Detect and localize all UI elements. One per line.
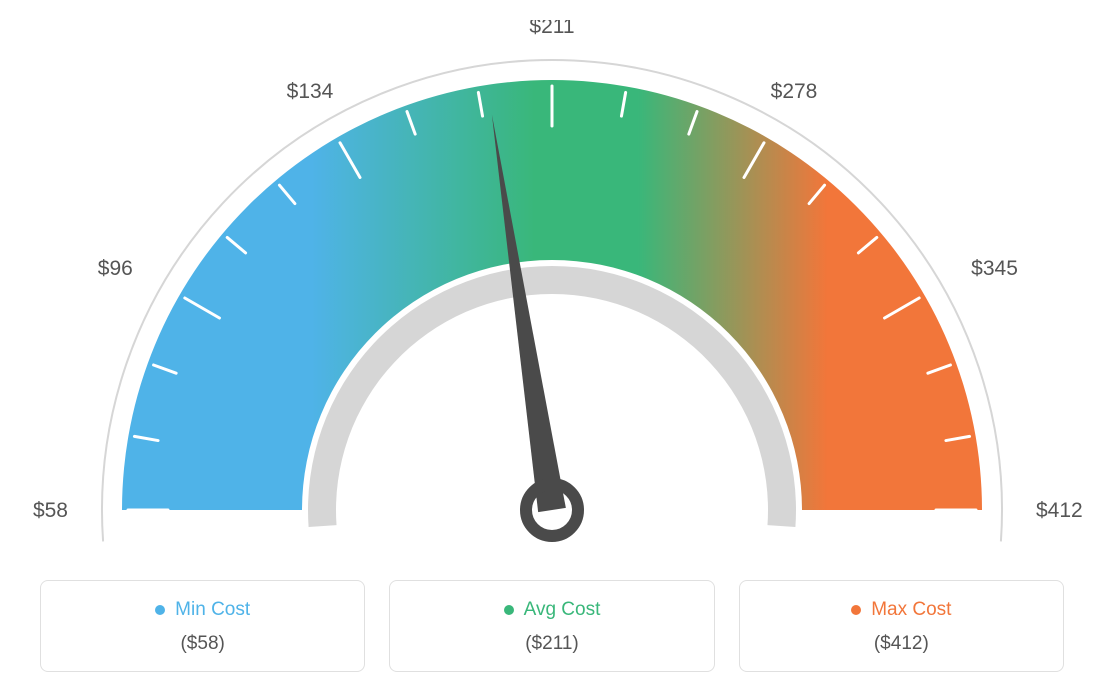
legend-title-avg: Avg Cost — [504, 599, 601, 621]
legend-value: ($58) — [53, 633, 352, 655]
legend-title-min: Min Cost — [155, 599, 250, 621]
legend-label: Avg Cost — [524, 599, 601, 621]
gauge-tick-label: $278 — [771, 80, 818, 103]
gauge-tick-label: $345 — [971, 257, 1018, 280]
legend-card-max: Max Cost ($412) — [739, 580, 1064, 672]
legend-card-avg: Avg Cost ($211) — [389, 580, 714, 672]
cost-gauge: $58 $96 $134 $211 $278 $345 $412 — [20, 20, 1084, 560]
gauge-svg: $58 $96 $134 $211 $278 $345 $412 — [20, 20, 1084, 560]
legend-value: ($211) — [402, 633, 701, 655]
gauge-tick-label: $211 — [529, 20, 574, 38]
gauge-tick-label: $134 — [287, 80, 334, 103]
legend-title-max: Max Cost — [851, 599, 951, 621]
legend-value: ($412) — [752, 633, 1051, 655]
dot-icon — [155, 605, 165, 615]
gauge-tick-label: $58 — [33, 499, 68, 522]
legend-row: Min Cost ($58) Avg Cost ($211) Max Cost … — [20, 580, 1084, 672]
legend-label: Max Cost — [871, 599, 951, 621]
dot-icon — [851, 605, 861, 615]
dot-icon — [504, 605, 514, 615]
gauge-tick-label: $412 — [1036, 499, 1083, 522]
legend-card-min: Min Cost ($58) — [40, 580, 365, 672]
gauge-tick-label: $96 — [98, 257, 133, 280]
legend-label: Min Cost — [175, 599, 250, 621]
